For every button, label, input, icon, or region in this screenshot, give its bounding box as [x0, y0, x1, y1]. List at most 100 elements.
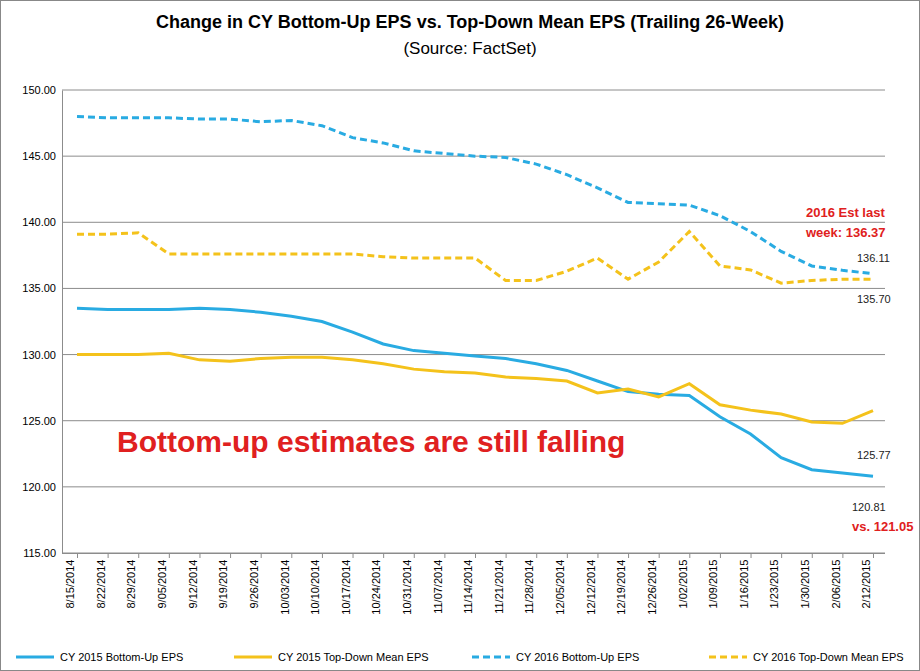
annotation-line: 125.77	[857, 449, 891, 461]
x-tick-label: 10/03/2014	[279, 560, 291, 615]
annotation-line: week: 136.37	[805, 225, 886, 240]
annotation: 136.11	[857, 252, 890, 264]
x-tick-label: 1/09/2015	[707, 560, 719, 609]
x-tick-mark	[322, 553, 323, 558]
x-tick: 1/16/2015	[738, 553, 751, 609]
x-tick-label: 8/15/2014	[64, 560, 76, 609]
x-tick-label: 1/02/2015	[677, 560, 689, 609]
x-tick-mark	[475, 553, 476, 558]
grid-line	[62, 420, 885, 421]
x-tick: 1/30/2015	[799, 553, 812, 609]
x-tick: 12/05/2014	[554, 553, 567, 615]
x-tick-mark	[230, 553, 231, 558]
x-tick-label: 11/14/2014	[462, 560, 474, 614]
legend-label: CY 2015 Bottom-Up EPS	[60, 651, 183, 663]
x-tick-mark	[291, 553, 292, 558]
x-tick-label: 11/28/2014	[523, 560, 535, 614]
x-tick: 1/23/2015	[768, 553, 781, 609]
x-tick: 10/17/2014	[340, 553, 353, 615]
x-tick: 10/10/2014	[309, 553, 322, 615]
x-tick: 10/31/2014	[401, 553, 414, 615]
x-tick: 10/03/2014	[279, 553, 292, 615]
annotation-line: 136.11	[857, 252, 890, 264]
y-tick-label: 115.00	[23, 547, 56, 559]
x-tick: 11/28/2014	[523, 553, 536, 614]
x-tick: 12/19/2014	[615, 553, 628, 615]
y-tick: 125.00	[22, 415, 62, 427]
x-tick-mark	[506, 553, 507, 558]
x-tick-label: 11/21/2014	[493, 560, 505, 614]
x-tick: 9/05/2014	[156, 553, 169, 609]
annotation-line: Bottom-up estimates are still falling	[117, 425, 625, 458]
x-tick-mark	[444, 553, 445, 558]
legend: CY 2015 Bottom-Up EPS CY 2015 Top-Down Me…	[16, 651, 904, 663]
subtitle: (Source: FactSet)	[403, 39, 536, 58]
x-tick-mark	[353, 553, 354, 558]
series-lines	[77, 116, 873, 476]
x-tick-mark	[414, 553, 415, 558]
annotation: 125.77	[857, 449, 891, 461]
legend-label: CY 2016 Top-Down Mean EPS	[753, 651, 904, 663]
annotations: 2016 Est lastweek: 136.37136.11135.70125…	[117, 205, 913, 534]
x-tick-label: 1/30/2015	[799, 560, 811, 609]
x-tick-mark	[720, 553, 721, 558]
chart-frame	[1, 1, 920, 671]
y-axis: 115.00120.00125.00130.00135.00140.00145.…	[22, 84, 62, 559]
y-tick: 115.00	[23, 547, 62, 559]
legend-swatch	[16, 656, 54, 659]
series-line	[77, 116, 873, 273]
x-tick: 8/29/2014	[125, 553, 138, 609]
y-axis-line	[62, 91, 63, 554]
grid-line	[62, 222, 885, 223]
x-tick-label: 10/10/2014	[309, 560, 321, 615]
x-axis: 8/15/20148/22/20148/29/20149/05/20149/12…	[62, 553, 885, 615]
y-tick: 135.00	[22, 282, 62, 294]
series-line	[77, 353, 873, 423]
x-tick-mark	[261, 553, 262, 558]
grid	[62, 90, 885, 553]
y-tick-label: 120.00	[22, 481, 56, 493]
y-tick-label: 150.00	[22, 84, 56, 96]
x-tick-label: 10/24/2014	[370, 560, 382, 615]
title: Change in CY Bottom-Up EPS vs. Top-Down …	[156, 12, 784, 32]
legend-swatch	[234, 656, 272, 659]
grid-line	[62, 288, 885, 289]
x-tick-mark	[842, 553, 843, 558]
y-tick: 120.00	[22, 481, 62, 493]
grid-line	[62, 90, 885, 91]
annotation: Bottom-up estimates are still falling	[117, 425, 625, 458]
x-tick-label: 12/05/2014	[554, 560, 566, 615]
x-tick-label: 11/07/2014	[432, 560, 444, 614]
x-tick: 9/19/2014	[217, 553, 230, 609]
legend-label: CY 2015 Top-Down Mean EPS	[278, 651, 429, 663]
x-tick-label: 8/29/2014	[125, 560, 137, 609]
series-line	[77, 308, 873, 476]
x-tick: 1/09/2015	[707, 553, 720, 609]
legend-item: CY 2015 Top-Down Mean EPS	[234, 651, 429, 663]
x-tick-mark	[77, 553, 78, 558]
x-tick-label: 9/26/2014	[248, 560, 260, 609]
x-tick-mark	[383, 553, 384, 558]
grid-line	[62, 486, 885, 487]
x-tick-mark	[689, 553, 690, 558]
y-tick: 140.00	[22, 216, 62, 228]
x-tick: 9/12/2014	[187, 553, 200, 609]
x-tick-mark	[659, 553, 660, 558]
annotation-line: 120.81	[852, 501, 886, 513]
x-tick-label: 10/31/2014	[401, 560, 413, 615]
x-tick-mark	[751, 553, 752, 558]
x-tick-mark	[536, 553, 537, 558]
x-tick-label: 9/19/2014	[217, 560, 229, 609]
x-tick: 11/21/2014	[493, 553, 506, 614]
x-tick-mark	[812, 553, 813, 558]
x-tick-mark	[199, 553, 200, 558]
legend-item: CY 2015 Bottom-Up EPS	[16, 651, 183, 663]
x-tick-label: 12/26/2014	[646, 560, 658, 615]
legend-swatch	[472, 656, 510, 659]
y-tick-label: 140.00	[22, 216, 56, 228]
series-line	[77, 232, 873, 284]
annotation: 120.81	[852, 501, 886, 513]
x-tick-label: 2/12/2015	[860, 560, 872, 609]
x-tick: 11/14/2014	[462, 553, 475, 614]
x-tick-label: 2/06/2015	[830, 560, 842, 609]
